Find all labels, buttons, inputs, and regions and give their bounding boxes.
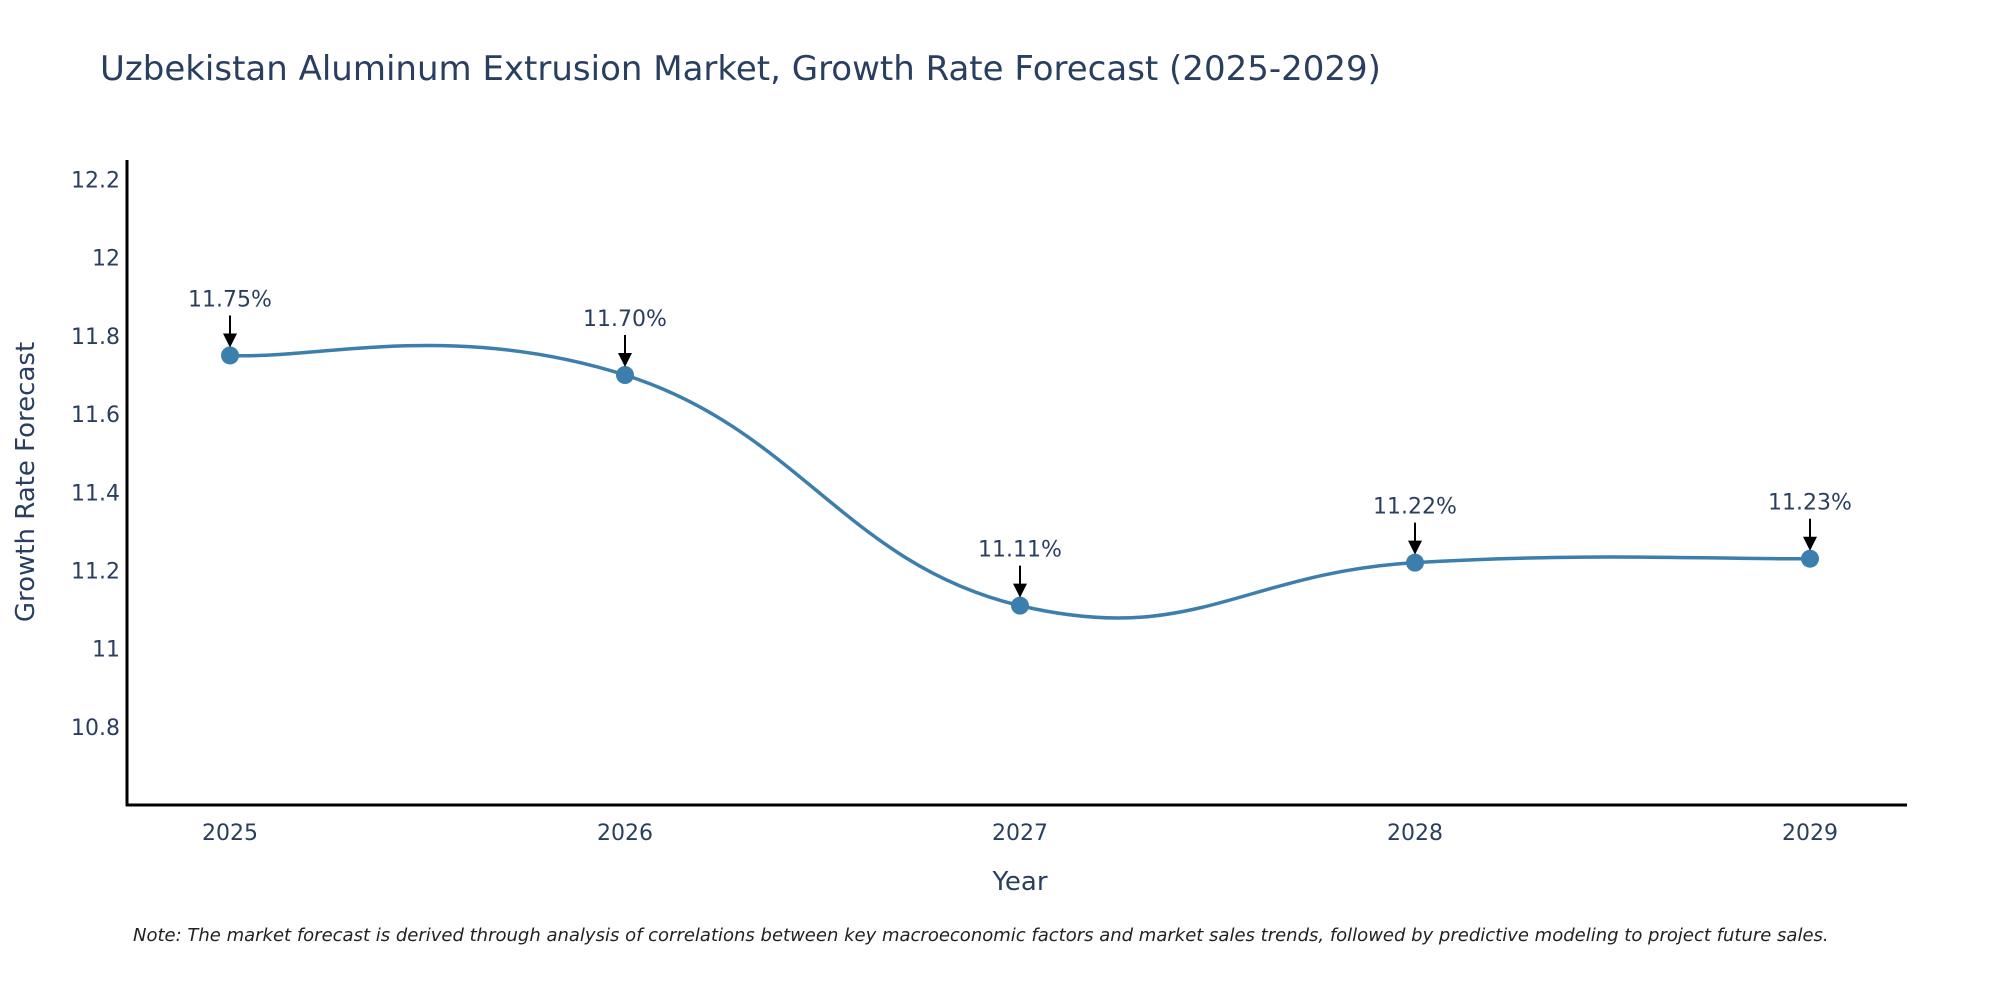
y-tick-label: 12.2 (71, 169, 120, 194)
annotation-arrow-head (223, 333, 237, 348)
y-tick-label: 12 (92, 247, 120, 272)
data-label: 11.75% (188, 287, 272, 312)
annotation-arrow-head (1803, 536, 1817, 551)
data-point (1406, 553, 1424, 572)
y-tick-label: 11.6 (71, 403, 120, 428)
annotation-arrow-head (618, 353, 632, 367)
y-tick-label: 11.4 (71, 481, 120, 506)
x-tick-label: 2028 (1387, 821, 1443, 846)
series-line (229, 343, 1811, 620)
chart-title: Uzbekistan Aluminum Extrusion Market, Gr… (100, 49, 1381, 89)
y-axis-ticks: 10.8 11 11.2 11.4 11.6 11.8 12 12.2 (71, 169, 120, 741)
x-axis-title: Year (991, 867, 1047, 897)
data-point (1801, 549, 1819, 568)
y-tick-label: 11.8 (71, 325, 120, 350)
data-point (221, 346, 239, 365)
y-tick-label: 11 (92, 638, 120, 663)
data-markers (221, 346, 1819, 615)
data-point (1011, 596, 1029, 615)
annotation-arrow-head (1408, 540, 1422, 555)
data-label: 11.70% (583, 307, 667, 332)
x-tick-label: 2026 (597, 821, 653, 846)
data-point (616, 366, 634, 384)
chart-note: Note: The market forecast is derived thr… (133, 925, 1829, 946)
x-tick-label: 2029 (1782, 821, 1838, 846)
data-label: 11.11% (978, 538, 1062, 563)
y-axis-title: Growth Rate Forecast (11, 342, 41, 622)
y-tick-label: 11.2 (71, 559, 120, 584)
y-tick-label: 10.8 (71, 716, 120, 741)
annotation-arrow-head (1013, 583, 1027, 598)
x-tick-label: 2027 (992, 821, 1048, 846)
data-label: 11.22% (1373, 495, 1457, 520)
x-axis-ticks: 2025 2026 2027 2028 2029 (202, 821, 1838, 846)
data-label: 11.23% (1768, 491, 1852, 516)
x-tick-label: 2025 (202, 821, 258, 846)
data-annotations: 11.75% 11.70% 11.11% 11.22% 11.23% (188, 287, 1852, 598)
